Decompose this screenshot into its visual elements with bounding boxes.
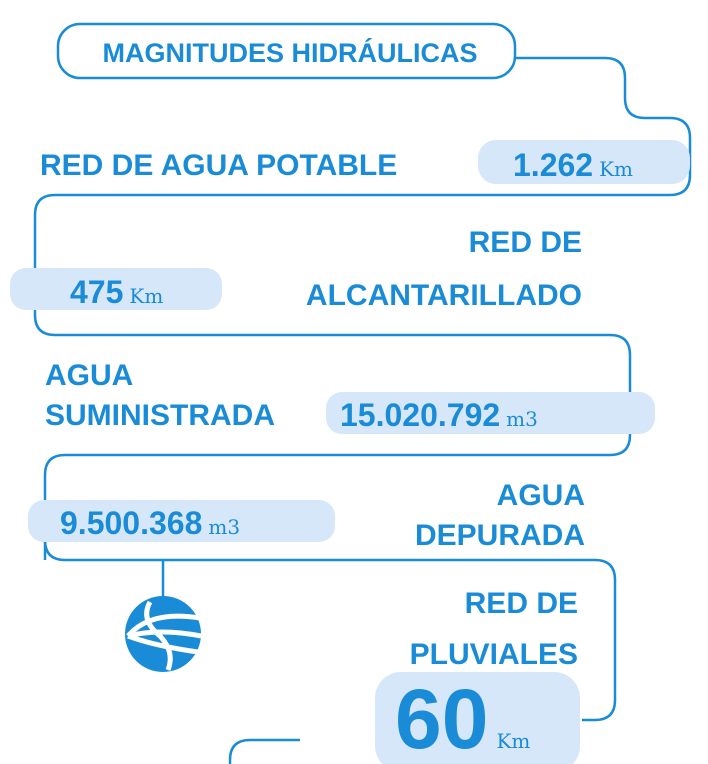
title-pill xyxy=(56,22,517,80)
value-box xyxy=(478,140,690,184)
value: 9.500.368 xyxy=(60,505,202,541)
value-text: 15.020.792 m3 xyxy=(340,397,538,433)
connector xyxy=(228,738,300,764)
logo xyxy=(125,596,202,672)
value-box xyxy=(375,672,580,764)
title: MAGNITUDES HIDRÁULICAS xyxy=(103,37,478,68)
value: 15.020.792 xyxy=(340,397,500,433)
label: RED DE xyxy=(469,226,582,259)
value: 1.262 xyxy=(513,147,593,183)
unit: m3 xyxy=(208,515,240,539)
value-text: 475 Km xyxy=(70,274,163,310)
label: AGUA xyxy=(497,479,585,512)
value-box xyxy=(326,392,655,434)
value: 475 xyxy=(70,274,123,310)
unit: Km xyxy=(496,729,530,753)
label: DEPURADA xyxy=(415,519,585,552)
value-box xyxy=(28,500,335,542)
label: RED DE xyxy=(465,587,578,620)
value: 60 xyxy=(395,672,488,764)
label: AGUA xyxy=(45,359,133,392)
connector xyxy=(33,56,692,560)
label: ALCANTARILLADO xyxy=(306,279,582,312)
connector xyxy=(43,539,617,722)
label: PLUVIALES xyxy=(410,638,578,671)
value-text: 9.500.368 m3 xyxy=(60,505,240,541)
value-text: 1.262 Km xyxy=(513,147,633,183)
value-box xyxy=(10,268,222,310)
label: RED DE AGUA POTABLE xyxy=(40,149,397,182)
label: SUMINISTRADA xyxy=(45,399,275,432)
unit: Km xyxy=(129,284,163,308)
unit: Km xyxy=(599,157,633,181)
value-text: 60 Km xyxy=(395,672,530,764)
unit: m3 xyxy=(506,407,538,431)
